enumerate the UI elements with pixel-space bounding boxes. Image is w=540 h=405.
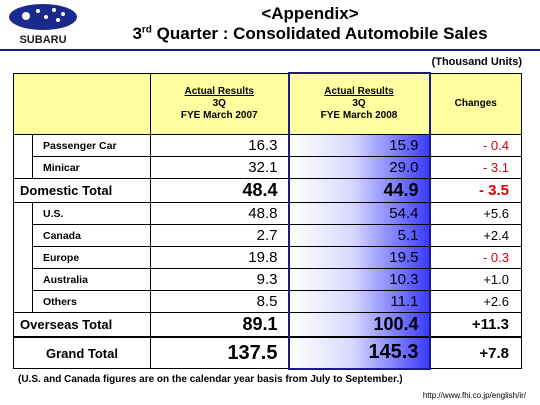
table-row: Minicar 32.1 29.0 - 3.1 <box>13 156 522 179</box>
row-label: Europe <box>32 246 151 269</box>
col-header-2008: Actual Results 3Q FYE March 2008 <box>287 72 431 135</box>
row-label: Domestic Total <box>13 178 151 203</box>
col-header-2007: Actual Results 3Q FYE March 2007 <box>150 72 289 135</box>
row-label: U.S. <box>32 202 151 225</box>
footer-url: http://www.fhi.co.jp/english/ir/ <box>422 391 526 400</box>
row-label: Canada <box>32 224 151 247</box>
header: SUBARU <Appendix> 3rd Quarter : Consolid… <box>0 0 540 48</box>
row-label: Passenger Car <box>32 134 151 157</box>
row-label: Minicar <box>32 156 151 179</box>
table-row: Australia 9.3 10.3 +1.0 <box>13 268 522 291</box>
table-row-grand-total: Grand Total 137.5 145.3 +7.8 <box>13 336 522 370</box>
header-blank <box>13 72 151 135</box>
svg-text:SUBARU: SUBARU <box>19 34 66 46</box>
table-row: Canada 2.7 5.1 +2.4 <box>13 224 522 247</box>
sales-table: Actual Results 3Q FYE March 2007 Actual Re… <box>13 72 522 370</box>
row-label: Grand Total <box>13 336 151 369</box>
units-label: (Thousand Units) <box>431 56 522 68</box>
table-row: U.S. 48.8 54.4 +5.6 <box>13 202 522 225</box>
row-label: Others <box>32 290 151 313</box>
col-header-changes: Changes <box>429 72 522 135</box>
title-divider <box>0 49 540 51</box>
page-title-appendix: <Appendix> <box>261 4 359 23</box>
table-header-row: Actual Results 3Q FYE March 2007 Actual Re… <box>13 72 522 135</box>
table-row: Passenger Car 16.3 15.9 - 0.4 <box>13 134 522 157</box>
table-row: Europe 19.8 19.5 - 0.3 <box>13 246 522 269</box>
row-label: Australia <box>32 268 151 291</box>
table-row-total: Domestic Total 48.4 44.9 - 3.5 <box>13 178 522 203</box>
table-row-total: Overseas Total 89.1 100.4 +11.3 <box>13 312 522 338</box>
row-label: Overseas Total <box>13 312 151 338</box>
table-row: Others 8.5 11.1 +2.6 <box>13 290 522 313</box>
footnote: (U.S. and Canada figures are on the cale… <box>18 374 403 385</box>
subaru-logo: SUBARU <box>9 4 77 46</box>
page-title: 3rd Quarter : Consolidated Automobile Sa… <box>132 24 488 43</box>
